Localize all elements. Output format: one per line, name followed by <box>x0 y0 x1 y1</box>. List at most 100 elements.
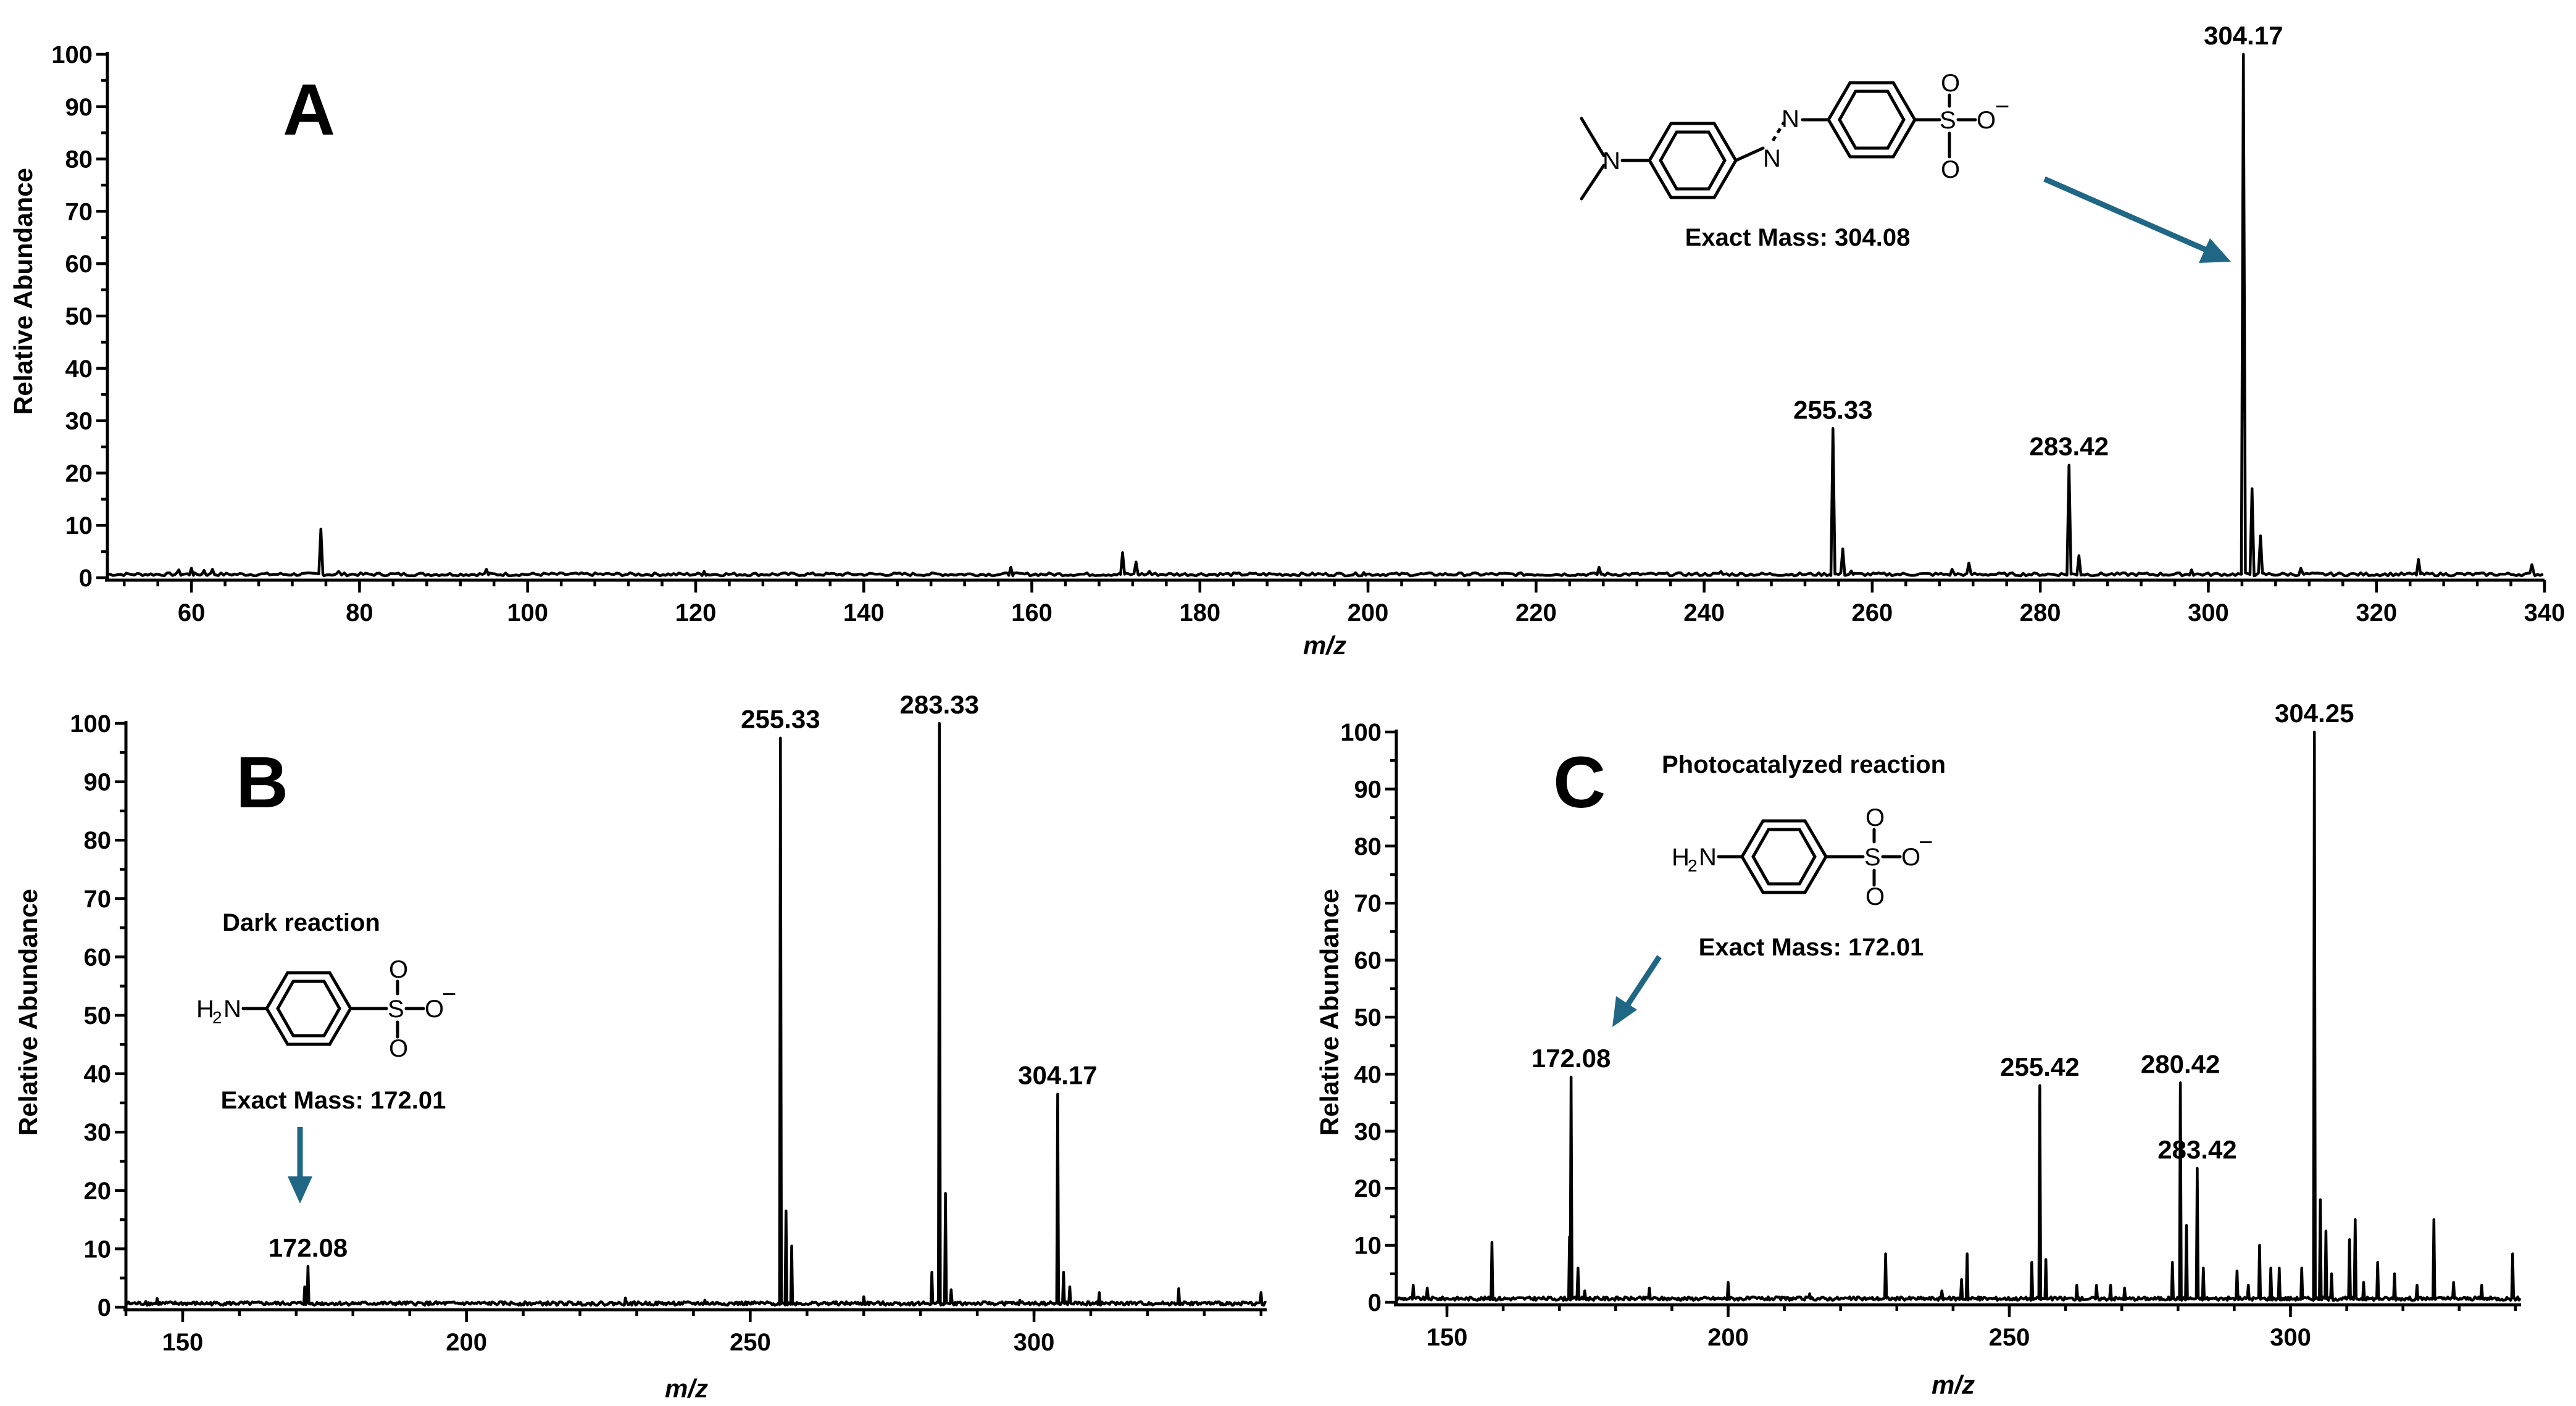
y-tick-label-a: 20 <box>65 460 93 487</box>
sulfanilate-structure-b: H 2 N S O O O − <box>196 956 456 1062</box>
spectrum-trace-a <box>107 52 2544 578</box>
atom-o: O <box>389 956 408 983</box>
y-tick-label-a: 80 <box>65 146 93 173</box>
atom-o: O <box>1865 804 1885 831</box>
atom-n: N <box>1603 148 1620 175</box>
x-tick-label-b: 150 <box>162 1329 204 1356</box>
y-axis-a: 0 10 20 30 40 50 60 70 80 90 100 <box>51 41 109 592</box>
atom-n: N <box>1782 106 1799 133</box>
peak-label-c: 280.42 <box>2141 1049 2220 1078</box>
chart-panel-c: C 0 10 20 30 40 50 60 70 80 90 100 150 200 250 300 17… <box>1315 699 2522 1399</box>
x-tick-label-b: 300 <box>1014 1329 1055 1356</box>
peak-label-c: 172.08 <box>1532 1044 1611 1073</box>
exact-mass-c: Exact Mass: 172.01 <box>1699 934 1924 961</box>
spectrum-trace-b <box>125 722 1267 1307</box>
y-tick-label-b: 60 <box>84 944 112 971</box>
y-tick-label-a: 90 <box>65 94 93 121</box>
arrow-b <box>288 1127 312 1204</box>
bond <box>1771 121 1786 142</box>
y-tick-label-a: 30 <box>65 408 93 435</box>
spectrum-trace-c <box>1395 730 2522 1302</box>
y-tick-label-b: 20 <box>84 1178 112 1205</box>
x-axis-title-b: m/z <box>665 1374 708 1403</box>
y-tick-label-b: 80 <box>84 827 112 854</box>
atom-o: O <box>1901 844 1920 871</box>
benzene-inner <box>276 980 341 1038</box>
y-tick-label-a: 40 <box>65 356 93 383</box>
peak-label-b: 255.33 <box>741 705 820 734</box>
y-tick-label-c: 100 <box>1340 719 1382 746</box>
atom-o: O <box>389 1035 408 1062</box>
annotation-title-c: Photocatalyzed reaction <box>1662 751 1946 778</box>
atom-o: O <box>1865 883 1885 910</box>
x-tick-label-b: 200 <box>446 1329 487 1356</box>
x-tick-label-a: 180 <box>1179 599 1220 626</box>
x-tick-label-a: 220 <box>1515 599 1557 626</box>
bond <box>1580 117 1606 157</box>
y-tick-label-b: 30 <box>84 1119 112 1146</box>
atom-n: N <box>223 996 241 1023</box>
atom-s: S <box>1940 107 1956 134</box>
x-tick-label-a: 60 <box>178 599 206 626</box>
benzene-ring <box>1827 81 1917 159</box>
x-axis-title-a: m/z <box>1303 631 1346 660</box>
charge: − <box>1919 829 1933 856</box>
x-tick-label-a: 280 <box>2020 599 2061 626</box>
chart-panel-a: A 0 10 20 30 40 50 60 70 80 90 100 60 80 100 120 140 16… <box>9 21 2565 660</box>
peak-label-b: 304.17 <box>1018 1061 1097 1090</box>
benzene-ring <box>1648 122 1738 199</box>
arrow-a <box>2043 176 2231 263</box>
peak-label-b: 172.08 <box>269 1233 348 1262</box>
y-tick-label-c: 0 <box>1368 1289 1382 1317</box>
x-tick-label-a: 140 <box>843 599 885 626</box>
y-tick-label-b: 50 <box>84 1002 112 1030</box>
x-axis-b: 150 200 250 300 <box>123 1308 1267 1356</box>
x-axis-title-c: m/z <box>1932 1370 1975 1399</box>
panel-label-a: A <box>283 69 335 151</box>
atom-n: N <box>1699 844 1717 871</box>
atom-o: O <box>1977 107 1996 134</box>
x-tick-label-c: 150 <box>1427 1324 1468 1351</box>
peak-label-a: 255.33 <box>1793 395 1872 424</box>
peak-label-a: 283.42 <box>2029 432 2108 461</box>
peak-labels-c: 172.08 255.42 280.42 283.42 304.25 <box>1532 699 2354 1164</box>
y-tick-label-a: 60 <box>65 251 93 278</box>
x-tick-label-a: 100 <box>507 599 548 626</box>
benzene-inner <box>1751 828 1817 886</box>
peak-labels-a: 255.33 283.42 304.17 <box>1793 21 2283 461</box>
x-tick-label-c: 200 <box>1707 1324 1749 1351</box>
atom-s: S <box>388 996 404 1023</box>
exact-mass-a: Exact Mass: 304.08 <box>1685 224 1911 251</box>
y-tick-label-c: 20 <box>1354 1175 1382 1202</box>
y-tick-label-b: 90 <box>84 769 112 796</box>
y-axis-title-a: Relative Abundance <box>9 168 38 415</box>
y-tick-label-a: 70 <box>65 198 93 225</box>
y-tick-label-b: 70 <box>84 886 112 913</box>
subscript: 2 <box>1688 856 1698 875</box>
benzene-inner <box>1659 130 1727 191</box>
chart-panel-b: B 0 10 20 30 40 50 60 70 80 90 100 150 200 250 300 17… <box>14 690 1267 1403</box>
charge: − <box>442 981 456 1008</box>
y-tick-label-a: 50 <box>65 303 93 330</box>
y-tick-label-c: 70 <box>1354 890 1382 917</box>
panel-label-c: C <box>1553 742 1606 823</box>
charge: − <box>1995 93 2009 120</box>
bond <box>1734 146 1765 162</box>
x-tick-label-a: 120 <box>675 599 717 626</box>
panel-label-b: B <box>236 742 288 823</box>
y-tick-label-c: 80 <box>1354 833 1382 860</box>
y-tick-label-a: 0 <box>79 565 93 592</box>
annotation-title-b: Dark reaction <box>222 909 380 936</box>
x-tick-label-a: 260 <box>1852 599 1893 626</box>
atom-o: O <box>425 996 444 1023</box>
x-tick-label-c: 250 <box>1989 1324 2030 1351</box>
atom-o: O <box>1941 156 1960 183</box>
peak-label-c: 255.42 <box>2000 1052 2079 1081</box>
y-tick-label-c: 90 <box>1354 776 1382 803</box>
y-tick-label-c: 10 <box>1354 1233 1382 1260</box>
atom-s: S <box>1864 844 1881 871</box>
y-tick-label-b: 100 <box>70 710 111 738</box>
subscript: 2 <box>212 1008 222 1027</box>
peak-label-c: 304.25 <box>2275 699 2354 728</box>
